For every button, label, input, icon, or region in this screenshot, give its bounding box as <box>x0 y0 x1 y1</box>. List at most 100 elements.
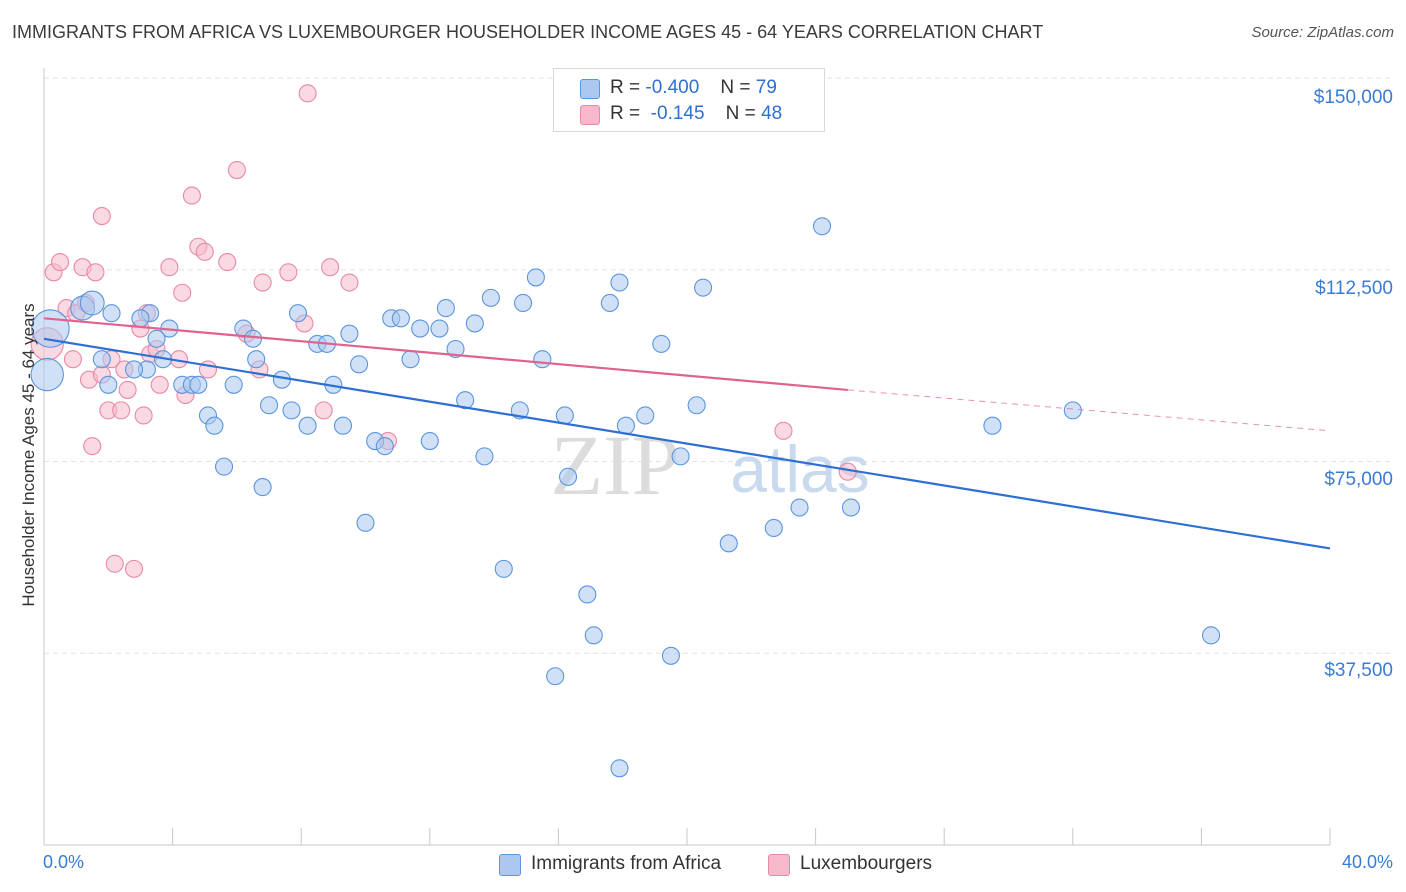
africa-point <box>475 447 494 466</box>
africa-point <box>456 391 475 410</box>
luxembourgers-point <box>298 84 317 103</box>
y-tick-label: $75,000 <box>1324 469 1393 490</box>
luxembourgers-point <box>86 263 105 282</box>
africa-point <box>513 293 533 313</box>
africa-point <box>79 290 105 316</box>
africa-point <box>420 431 439 451</box>
stats-swatch-luxembourgers <box>580 105 600 125</box>
africa-point <box>610 759 629 778</box>
africa-point <box>298 416 317 435</box>
africa-point <box>1063 401 1082 420</box>
africa-point <box>189 375 208 394</box>
africa-point <box>694 278 713 297</box>
y-tick-label: $37,500 <box>1324 660 1393 681</box>
africa-point <box>578 585 597 604</box>
luxembourgers-point <box>173 283 192 302</box>
africa-point <box>636 406 655 425</box>
africa-point <box>481 288 500 307</box>
africa-point <box>610 273 629 292</box>
stats-r-label: R = <box>610 77 641 98</box>
luxembourgers-trend-line <box>43 317 848 392</box>
africa-point <box>124 360 144 379</box>
africa-point <box>494 559 513 578</box>
africa-point <box>92 350 111 369</box>
stats-swatch-africa <box>580 79 600 99</box>
africa-point <box>790 498 809 517</box>
africa-point <box>375 437 394 456</box>
luxembourgers-point <box>321 258 340 277</box>
africa-point <box>430 319 449 338</box>
africa-point <box>356 513 375 532</box>
africa-point <box>555 406 574 425</box>
africa-point <box>446 339 465 359</box>
africa-point <box>243 329 263 348</box>
africa-point <box>661 646 680 665</box>
luxembourgers-point <box>118 380 137 399</box>
axes <box>43 68 1331 846</box>
africa-point <box>841 498 861 517</box>
africa-point <box>224 375 243 394</box>
stats-n-value: 48 <box>761 103 783 124</box>
trend-lines <box>43 317 1331 550</box>
stats-n-label: N = <box>725 103 756 124</box>
luxembourgers-point <box>63 350 82 369</box>
stats-r-label: R = <box>610 103 641 124</box>
africa-point <box>282 401 301 420</box>
africa-point <box>983 416 1002 435</box>
africa-point <box>411 319 430 338</box>
luxembourgers-point <box>182 186 201 205</box>
luxembourgers-point <box>227 160 246 180</box>
africa-point <box>259 396 279 415</box>
x-tick-label-max: 40.0% <box>1341 852 1393 872</box>
y-tick-label: $112,500 <box>1315 278 1393 299</box>
luxembourgers-point <box>195 242 214 261</box>
watermark-zip: ZIP <box>551 417 680 513</box>
luxembourgers-point <box>134 406 153 425</box>
stats-r-value: -0.400 <box>645 77 700 98</box>
africa-point <box>584 626 603 645</box>
africa-point <box>558 467 578 486</box>
africa-point <box>1201 626 1221 645</box>
africa-point <box>401 350 420 369</box>
luxembourgers-trend-extension <box>847 389 1331 432</box>
africa-point <box>147 329 166 348</box>
luxembourgers-point <box>160 258 179 277</box>
legend-label-luxembourgers: Luxembourgers <box>800 853 933 874</box>
luxembourgers-point <box>92 207 111 226</box>
luxembourgers-point <box>112 401 131 420</box>
africa-point <box>102 304 121 323</box>
africa-point <box>131 309 150 328</box>
africa-point <box>652 334 671 353</box>
africa-trend-line <box>43 337 1331 550</box>
luxembourgers-point <box>314 401 333 420</box>
stats-n-label: N = <box>720 77 751 98</box>
legend-swatch-luxembourgers <box>768 854 790 876</box>
luxembourgers-point <box>340 273 359 292</box>
africa-points <box>30 217 1221 778</box>
stats-box: R = -0.400 N = 79 R = -0.145 N = 48 <box>553 68 825 132</box>
africa-point <box>465 314 484 333</box>
x-tick-label-min: 0.0% <box>43 852 85 872</box>
africa-point <box>719 534 738 553</box>
luxembourgers-point <box>218 253 237 272</box>
luxembourgers-point <box>253 273 272 292</box>
africa-point <box>533 350 552 369</box>
source-note: Source: ZipAtlas.com <box>1251 24 1394 41</box>
africa-point <box>671 447 690 466</box>
africa-point <box>99 375 118 394</box>
page-title: IMMIGRANTS FROM AFRICA VS LUXEMBOURGER H… <box>12 22 1044 42</box>
africa-point <box>391 309 410 328</box>
africa-point <box>350 355 369 374</box>
luxembourgers-point <box>150 375 169 394</box>
africa-point <box>812 217 832 236</box>
luxembourgers-point <box>105 554 124 573</box>
luxembourgers-point <box>124 559 144 578</box>
luxembourgers-point <box>774 421 793 440</box>
africa-point <box>687 396 706 415</box>
africa-point <box>214 457 234 476</box>
africa-point <box>272 370 291 389</box>
africa-point <box>205 416 224 435</box>
africa-point <box>247 350 266 369</box>
stats-r-value: -0.145 <box>650 103 705 124</box>
legend-label-africa: Immigrants from Africa <box>531 853 722 874</box>
